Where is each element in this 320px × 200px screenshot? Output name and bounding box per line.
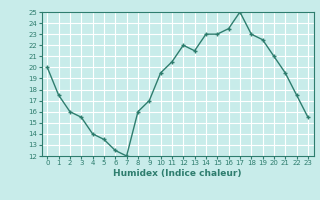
X-axis label: Humidex (Indice chaleur): Humidex (Indice chaleur) [113,169,242,178]
